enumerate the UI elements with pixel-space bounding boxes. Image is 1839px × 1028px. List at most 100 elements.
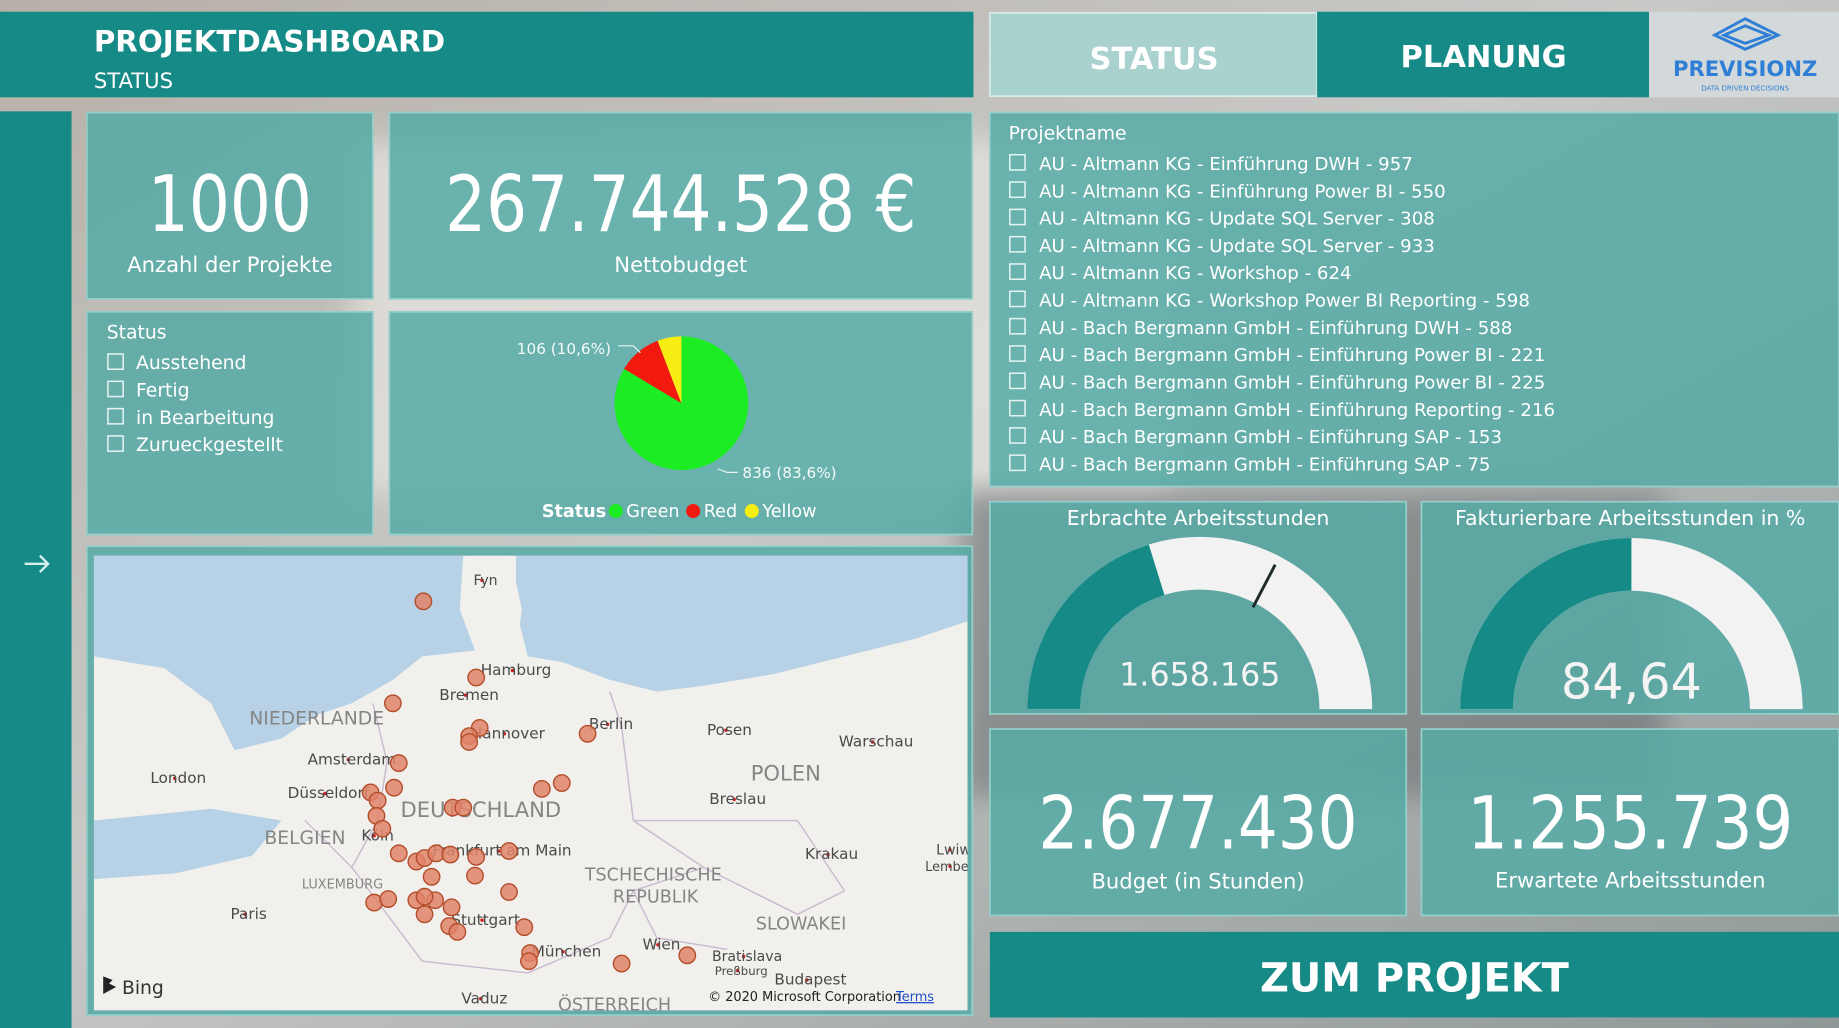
panel bbox=[988, 111, 1839, 488]
map-border bbox=[304, 691, 846, 974]
checkbox[interactable] bbox=[1009, 153, 1026, 171]
city-dot bbox=[870, 740, 875, 744]
city-label: Amsterdam bbox=[308, 750, 396, 768]
pie-slice bbox=[614, 336, 749, 471]
slicer-option[interactable]: AU - Altmann KG - Einführung Power BI - … bbox=[1039, 181, 1446, 202]
slicer-option[interactable]: AU - Bach Bergmann GmbH - Einführung DWH… bbox=[1039, 318, 1512, 339]
map-bubble[interactable] bbox=[467, 847, 486, 866]
country-label: ÖSTERREICH bbox=[558, 993, 671, 1015]
map-bubble[interactable] bbox=[422, 867, 441, 886]
map-bubble[interactable] bbox=[373, 819, 392, 838]
map-bubble[interactable] bbox=[441, 845, 460, 864]
checkbox[interactable] bbox=[1009, 263, 1026, 280]
slicer-option[interactable]: Ausstehend bbox=[136, 353, 246, 374]
city-dot bbox=[323, 791, 327, 796]
map-terms[interactable]: Terms bbox=[895, 990, 934, 1005]
slicer-option[interactable]: Fertig bbox=[136, 381, 189, 402]
map-bubble[interactable] bbox=[460, 733, 479, 751]
map-bubble[interactable] bbox=[442, 898, 461, 917]
logo-tagline: DATA DRIVEN DECISIONS bbox=[1701, 83, 1789, 92]
checkbox[interactable] bbox=[1009, 399, 1026, 417]
slicer-option[interactable]: AU - Altmann KG - Update SQL Server - 93… bbox=[1039, 236, 1435, 257]
city-label: Breslau bbox=[709, 790, 766, 808]
slicer-option[interactable]: in Bearbeitung bbox=[136, 408, 274, 429]
map-bubble[interactable] bbox=[385, 778, 403, 797]
city-label: Posen bbox=[707, 721, 752, 739]
map-bubble[interactable] bbox=[552, 774, 571, 792]
checkbox[interactable] bbox=[1009, 454, 1026, 472]
country-label: NIEDERLANDE bbox=[249, 708, 384, 729]
city-label: Fyn bbox=[474, 573, 498, 589]
checkbox[interactable] bbox=[1009, 427, 1026, 444]
tab[interactable] bbox=[988, 12, 1318, 97]
panel bbox=[388, 111, 974, 300]
map-bubble[interactable] bbox=[578, 724, 597, 743]
checkbox[interactable] bbox=[1009, 181, 1026, 199]
slicer-option[interactable]: AU - Bach Bergmann GmbH - Einführung SAP… bbox=[1039, 454, 1490, 475]
slicer-option[interactable]: AU - Bach Bergmann GmbH - Einführung Pow… bbox=[1039, 345, 1545, 366]
map-bubble[interactable] bbox=[414, 592, 433, 611]
sidebar-arrow[interactable] bbox=[24, 554, 50, 573]
slicer-option[interactable]: AU - Altmann KG - Einführung DWH - 957 bbox=[1039, 154, 1413, 175]
checkbox[interactable] bbox=[1009, 290, 1026, 308]
map-bubble[interactable] bbox=[520, 952, 538, 971]
slicer-option[interactable]: AU - Bach Bergmann GmbH - Einführung Pow… bbox=[1039, 372, 1545, 393]
city-dot bbox=[346, 757, 351, 762]
checkbox[interactable] bbox=[107, 353, 124, 370]
slicer-option[interactable]: AU - Altmann KG - Update SQL Server - 30… bbox=[1039, 209, 1435, 230]
checkbox[interactable] bbox=[1009, 372, 1026, 390]
checkbox[interactable] bbox=[107, 435, 124, 452]
kpi-label: Anzahl der Projekte bbox=[127, 252, 332, 277]
checkbox[interactable] bbox=[1009, 235, 1026, 253]
map-bubble[interactable] bbox=[515, 918, 534, 937]
tab-label[interactable]: PLANUNG bbox=[1401, 40, 1567, 75]
logo-name: PREVISIONZ bbox=[1673, 56, 1817, 81]
gauge-fill bbox=[1027, 544, 1165, 710]
map-bubble[interactable] bbox=[500, 842, 518, 860]
map-bubble[interactable] bbox=[612, 954, 631, 973]
slicer-option[interactable]: Zurueckgestellt bbox=[136, 435, 283, 456]
city-dot bbox=[463, 693, 468, 697]
sidebar bbox=[0, 111, 72, 1028]
gauge-title: Erbrachte Arbeitsstunden bbox=[1067, 506, 1330, 530]
map-bubble[interactable] bbox=[466, 866, 484, 885]
checkbox[interactable] bbox=[1009, 345, 1026, 362]
slicer-option[interactable]: AU - Altmann KG - Workshop Power BI Repo… bbox=[1039, 291, 1530, 312]
legend-label: Red bbox=[704, 502, 737, 522]
map-bubble[interactable] bbox=[415, 887, 434, 906]
legend-swatch bbox=[608, 504, 623, 519]
kpi-value: 267.744.528 € bbox=[445, 160, 916, 250]
city-label: Preßburg bbox=[715, 964, 768, 978]
checkbox[interactable] bbox=[107, 380, 124, 398]
button-label[interactable]: ZUM PROJEKT bbox=[1260, 956, 1569, 1002]
checkbox[interactable] bbox=[107, 407, 124, 425]
checkbox[interactable] bbox=[1009, 208, 1026, 226]
button[interactable] bbox=[989, 931, 1839, 1018]
map-bubble[interactable] bbox=[415, 905, 434, 924]
map-bubble[interactable] bbox=[532, 779, 551, 798]
tab[interactable] bbox=[1317, 11, 1650, 98]
map-bubble[interactable] bbox=[448, 922, 467, 941]
country-label: POLEN bbox=[751, 761, 821, 786]
city-label: Bratislava bbox=[712, 949, 782, 965]
map-bubble[interactable] bbox=[383, 694, 402, 713]
map-bubble[interactable] bbox=[454, 798, 473, 817]
map-bubble[interactable] bbox=[389, 844, 408, 863]
map-bubble[interactable] bbox=[678, 946, 697, 965]
slicer-option[interactable]: AU - Altmann KG - Workshop - 624 bbox=[1039, 263, 1351, 284]
map-bubble[interactable] bbox=[500, 883, 518, 901]
map-bubble[interactable] bbox=[368, 791, 387, 810]
city-label: Vaduz bbox=[461, 989, 507, 1007]
country-label: DEUTSCHLAND bbox=[401, 797, 562, 822]
map-provider: Bing bbox=[122, 978, 164, 999]
slicer-option[interactable]: AU - Bach Bergmann GmbH - Einführung Rep… bbox=[1039, 400, 1555, 421]
city-dot bbox=[496, 849, 501, 853]
country-label: TSCHECHISCHE bbox=[584, 865, 722, 885]
panel bbox=[1420, 728, 1839, 917]
checkbox[interactable] bbox=[1009, 317, 1026, 335]
tab-label[interactable]: STATUS bbox=[1090, 42, 1219, 77]
slicer-option[interactable]: AU - Bach Bergmann GmbH - Einführung SAP… bbox=[1039, 427, 1502, 448]
map-bubble[interactable] bbox=[379, 890, 398, 908]
map-bubble[interactable] bbox=[467, 668, 486, 687]
map-bubble[interactable] bbox=[389, 754, 408, 772]
